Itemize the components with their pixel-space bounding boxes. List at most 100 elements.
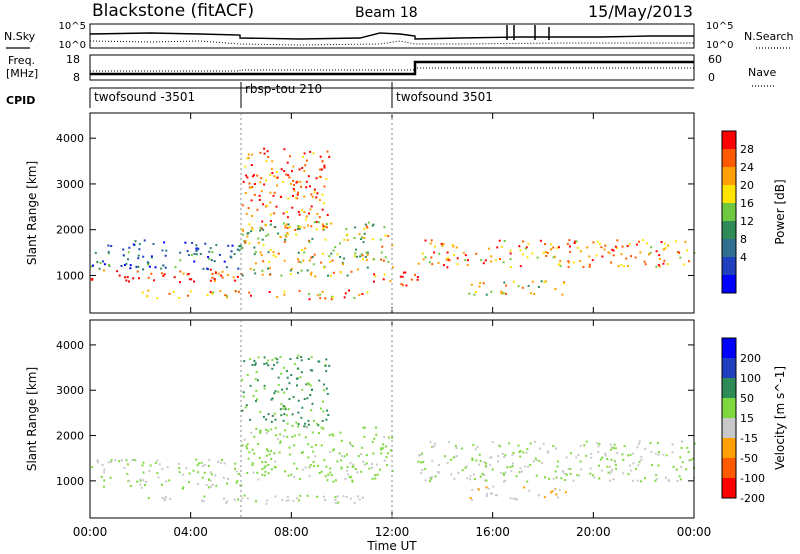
echo-cell: [650, 246, 653, 249]
echo-cell: [274, 427, 277, 429]
echo-cell: [206, 294, 209, 297]
echo-cell: [284, 238, 287, 241]
echo-cell: [374, 275, 377, 278]
echo-cell: [331, 259, 334, 262]
echo-cell: [298, 433, 301, 436]
echo-cell: [501, 452, 504, 455]
echo-cell: [667, 479, 670, 481]
echo-cell: [126, 473, 129, 476]
echo-cell: [265, 418, 268, 421]
echo-cell: [291, 206, 294, 209]
echo-cell: [274, 357, 277, 360]
echo-cell: [598, 242, 601, 245]
echo-cell: [282, 404, 285, 407]
echo-cell: [265, 502, 268, 505]
echo-cell: [312, 460, 315, 463]
echo-cell: [525, 451, 528, 454]
echo-cell: [322, 225, 325, 228]
echo-cell: [124, 264, 126, 266]
echo-cell: [154, 266, 157, 269]
echo-cell: [251, 153, 254, 156]
echo-cell: [456, 263, 459, 266]
echo-cell: [265, 235, 268, 237]
frequency-panel: Freq. [MHz] 18 8 60 0 Nave: [6, 53, 776, 87]
echo-cell: [568, 239, 571, 242]
echo-cell: [524, 247, 527, 250]
echo-cell: [208, 478, 210, 481]
echo-cell: [546, 251, 549, 254]
echo-cell: [310, 273, 312, 276]
echo-cell: [662, 453, 665, 456]
echo-cell: [270, 458, 273, 460]
echo-cell: [320, 444, 323, 447]
echo-cell: [655, 250, 658, 253]
echo-cell: [268, 291, 271, 293]
colorbar-tick-label: 28: [740, 143, 754, 156]
echo-cell: [429, 242, 432, 245]
echo-cell: [285, 223, 288, 226]
echo-cell: [297, 191, 300, 194]
echo-cell: [289, 358, 292, 360]
echo-cell: [431, 263, 434, 266]
echo-cell: [610, 261, 613, 264]
echo-cell: [291, 170, 293, 173]
echo-cell: [253, 183, 256, 185]
colorbar-frame: [721, 337, 737, 499]
echo-cell: [273, 212, 276, 215]
echo-cell: [163, 241, 166, 244]
echo-cell: [138, 243, 141, 246]
echo-cell: [242, 395, 245, 398]
echo-cell: [509, 466, 512, 469]
echo-cell: [263, 387, 266, 390]
echo-cell: [323, 383, 325, 386]
echo-cell: [601, 255, 604, 258]
echo-cell: [247, 232, 250, 235]
echo-cell: [309, 208, 312, 211]
echo-cell: [336, 253, 339, 256]
echo-cell: [326, 214, 329, 216]
echo-cell: [272, 194, 275, 197]
echo-cell: [416, 278, 419, 281]
echo-cell: [598, 464, 600, 467]
echo-cell: [282, 407, 285, 410]
echo-cell: [243, 360, 246, 363]
echo-cell: [271, 172, 274, 174]
echo-cell: [248, 451, 251, 454]
echo-cell: [636, 479, 639, 482]
echo-cell: [385, 456, 388, 459]
colorbar-segment: [722, 418, 736, 439]
echo-cell: [622, 472, 625, 475]
echo-cell: [217, 460, 220, 463]
echo-cell: [376, 463, 378, 466]
echo-cell: [164, 254, 167, 257]
echo-cell: [294, 196, 297, 199]
echo-cell: [308, 212, 310, 215]
echo-cell: [249, 267, 252, 270]
echo-cell: [261, 468, 264, 471]
echo-cell: [207, 465, 210, 467]
colorbar-tick-label: 15: [740, 412, 754, 425]
echo-cell: [627, 473, 630, 476]
echo-cell: [237, 473, 240, 475]
echo-cell: [419, 453, 422, 456]
echo-cell: [324, 238, 327, 241]
echo-cell: [195, 244, 198, 247]
echo-cell: [152, 243, 155, 245]
echo-cell: [379, 238, 382, 241]
echo-cell: [417, 262, 420, 265]
echo-cell: [253, 253, 256, 256]
echo-cell: [614, 245, 617, 248]
echo-cell: [517, 444, 520, 447]
echo-cell: [561, 293, 564, 296]
echo-cell: [262, 244, 265, 247]
echo-cell: [343, 257, 345, 260]
echo-cell: [550, 243, 553, 246]
echo-cell: [608, 465, 611, 468]
echo-cell: [264, 465, 267, 468]
echo-cell: [688, 260, 690, 263]
echo-cell: [197, 462, 200, 465]
echo-cell: [325, 223, 328, 225]
echo-cell: [410, 278, 413, 281]
echo-cell: [671, 443, 674, 446]
echo-cell: [222, 476, 225, 479]
